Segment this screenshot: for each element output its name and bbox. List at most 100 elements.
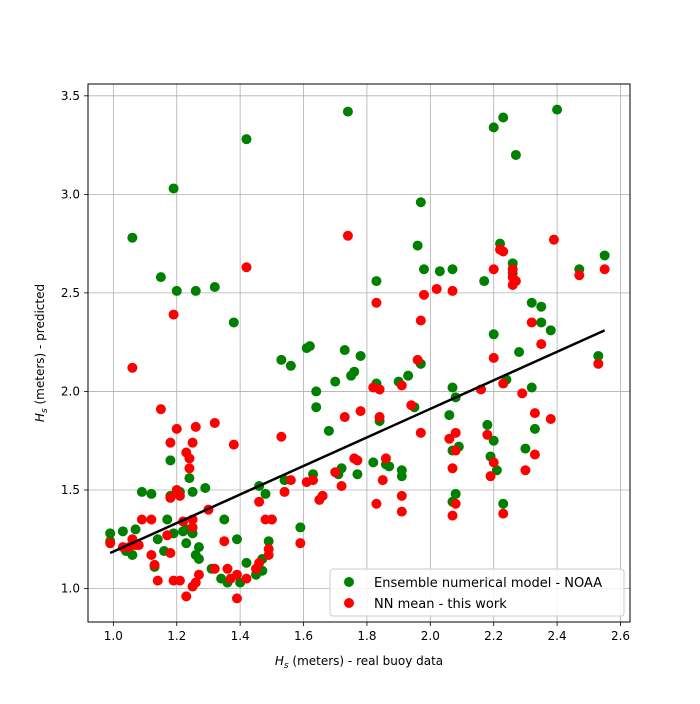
noaa-point [526, 382, 537, 393]
nn-point [498, 508, 509, 519]
nn-point [371, 498, 382, 509]
noaa-point [526, 297, 537, 308]
noaa-point [285, 360, 296, 371]
y-tick-label: 2.5 [61, 286, 80, 300]
noaa-point [152, 534, 163, 545]
nn-point [187, 522, 198, 533]
nn-point [285, 475, 296, 486]
nn-point [152, 575, 163, 586]
noaa-point [130, 524, 141, 535]
nn-point [536, 339, 547, 350]
noaa-point [536, 301, 547, 312]
nn-point [171, 423, 182, 434]
nn-point [339, 412, 350, 423]
nn-point [412, 354, 423, 365]
noaa-point [165, 455, 176, 466]
noaa-point [403, 370, 414, 381]
noaa-point [276, 354, 287, 365]
nn-point [352, 455, 363, 466]
noaa-point [444, 410, 455, 421]
y-tick-label: 3.5 [61, 89, 80, 103]
nn-point [510, 276, 521, 287]
nn-point [209, 563, 220, 574]
y-axis-label-main: H [33, 413, 47, 422]
noaa-point [209, 281, 220, 292]
noaa-point [181, 538, 192, 549]
noaa-point [228, 317, 239, 328]
nn-point [415, 427, 426, 438]
nn-point [529, 449, 540, 460]
nn-point [374, 412, 385, 423]
legend-box [329, 568, 625, 617]
noaa-point [231, 534, 242, 545]
nn-point [162, 530, 173, 541]
legend-label-noaa: Ensemble numerical model - NOAA [374, 576, 602, 591]
nn-point [231, 569, 242, 580]
nn-point [336, 481, 347, 492]
nn-point [517, 388, 528, 399]
nn-point [342, 230, 353, 241]
noaa-point [599, 250, 610, 261]
noaa-point [396, 471, 407, 482]
nn-point [482, 429, 493, 440]
nn-point [165, 548, 176, 559]
legend-marker-nn [344, 598, 354, 608]
nn-point [127, 362, 138, 373]
noaa-point [304, 341, 315, 352]
noaa-point [241, 557, 252, 568]
nn-point [599, 264, 610, 275]
noaa-point [339, 345, 350, 356]
x-axis-label: Hs (meters) - real buoy data [275, 654, 443, 671]
nn-point [241, 573, 252, 584]
nn-point [415, 315, 426, 326]
noaa-point [193, 542, 204, 553]
x-tick-label: 2.6 [611, 629, 630, 643]
nn-point [228, 439, 239, 450]
plot-frame [87, 83, 631, 623]
nn-point [377, 475, 388, 486]
y-axis-label-sub: s [40, 408, 50, 413]
y-tick-label: 3.0 [61, 187, 80, 201]
x-axis-label-rest: (meters) - real buoy data [289, 654, 444, 668]
noaa-point [545, 325, 556, 336]
nn-point [254, 496, 265, 507]
noaa-point [488, 435, 499, 446]
noaa-point [412, 240, 423, 251]
noaa-point [447, 264, 458, 275]
nn-point [222, 563, 233, 574]
regression-line [109, 329, 606, 555]
nn-point [396, 380, 407, 391]
noaa-point [105, 528, 116, 539]
nn-point [488, 264, 499, 275]
noaa-point [311, 386, 322, 397]
nn-point [308, 475, 319, 486]
noaa-point [295, 522, 306, 533]
nn-point [317, 490, 328, 501]
noaa-point [384, 461, 395, 472]
nn-point [136, 514, 147, 525]
nn-point [374, 384, 385, 395]
noaa-point [193, 553, 204, 564]
nn-point [187, 437, 198, 448]
noaa-point [418, 264, 429, 275]
y-axis-label-rest: (meters) - predicted [33, 284, 47, 408]
noaa-point [127, 549, 138, 560]
nn-point [545, 414, 556, 425]
nn-point [168, 309, 179, 320]
noaa-point [168, 183, 179, 194]
nn-point [193, 569, 204, 580]
legend: Ensemble numerical model - NOAA NN mean … [329, 568, 625, 617]
noaa-point [593, 350, 604, 361]
noaa-point [434, 266, 445, 277]
noaa-point [171, 285, 182, 296]
nn-point [219, 536, 230, 547]
noaa-point [219, 514, 230, 525]
nn-point [526, 317, 537, 328]
nn-point [450, 427, 461, 438]
nn-point [155, 404, 166, 415]
x-tick-label: 1.0 [104, 629, 123, 643]
nn-point [355, 406, 366, 417]
noaa-point [520, 443, 531, 454]
